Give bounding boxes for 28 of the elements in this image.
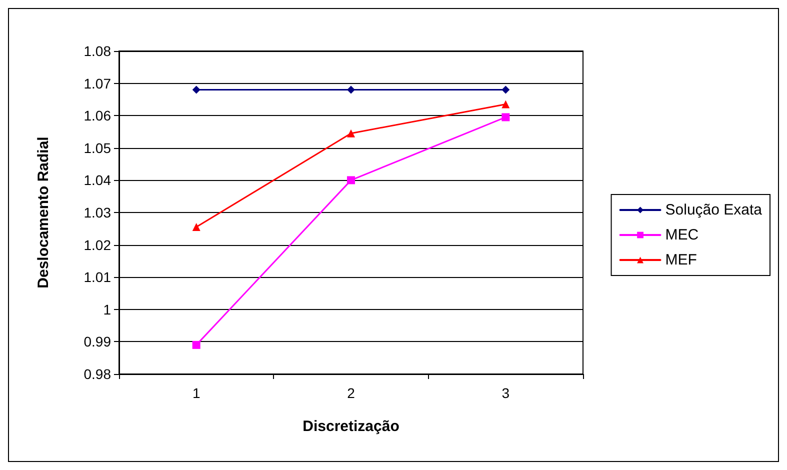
legend-label: Solução Exata xyxy=(665,202,763,218)
legend-label: MEC xyxy=(665,226,699,244)
y-axis-title: Deslocamento Radial xyxy=(35,136,52,288)
y-tick-label: 1.04 xyxy=(84,172,112,188)
y-tick-label: 0.98 xyxy=(84,366,112,382)
y-tick-label: 1.06 xyxy=(84,108,112,124)
x-tick-label: 2 xyxy=(347,385,356,401)
point xyxy=(502,100,510,108)
point xyxy=(347,86,355,94)
y-tick-label: 1.08 xyxy=(84,43,112,59)
y-tick-label: 1 xyxy=(103,301,112,318)
y-tick-label: 1.05 xyxy=(84,140,112,156)
y-tick-label: 1.03 xyxy=(84,204,112,220)
x-axis-title: Discretização xyxy=(302,418,400,435)
point xyxy=(502,86,510,94)
point xyxy=(347,129,355,138)
x-tick-label: 3 xyxy=(502,385,510,401)
y-tick-label: 1.07 xyxy=(84,75,112,92)
point xyxy=(192,223,200,232)
y-tick-label: 0.99 xyxy=(84,334,112,350)
legend-label: MEF xyxy=(665,252,697,268)
x-tick-label: 1 xyxy=(192,385,200,401)
point xyxy=(347,176,355,184)
y-tick-label: 1.01 xyxy=(84,269,112,286)
point xyxy=(192,340,200,349)
y-tick-label: 1.02 xyxy=(84,236,112,253)
point xyxy=(502,113,510,122)
point xyxy=(192,86,200,94)
